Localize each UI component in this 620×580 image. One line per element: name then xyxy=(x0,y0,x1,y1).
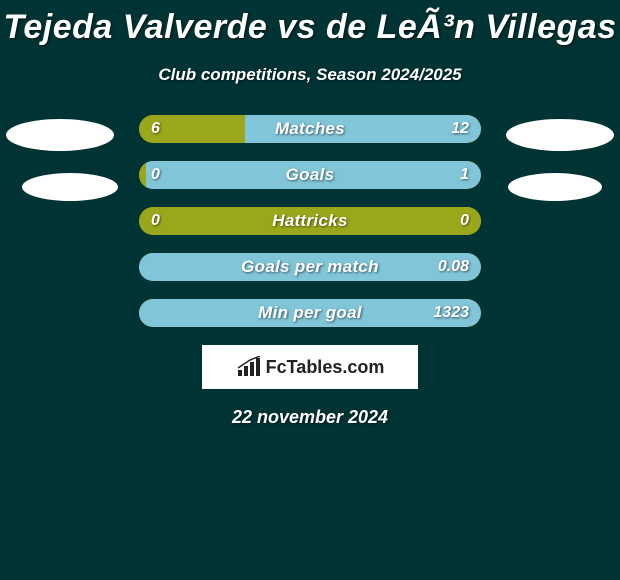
logo-text: FcTables.com xyxy=(266,357,385,378)
page-title: Tejeda Valverde vs de LeÃ³n Villegas xyxy=(0,0,620,47)
bar-label: Goals xyxy=(139,161,481,189)
stat-bar-hattricks: 0 Hattricks 0 xyxy=(139,207,481,235)
bar-chart-icon xyxy=(236,356,262,378)
bar-right-value: 0 xyxy=(460,207,469,235)
bar-right-value: 12 xyxy=(451,115,469,143)
bar-label: Min per goal xyxy=(139,299,481,327)
bar-label: Matches xyxy=(139,115,481,143)
bar-right-value: 0.08 xyxy=(438,253,469,281)
stat-bar-min-per-goal: Min per goal 1323 xyxy=(139,299,481,327)
player-right-ellipse-1 xyxy=(506,119,614,151)
logo-box[interactable]: FcTables.com xyxy=(202,345,418,389)
stat-bar-goals: 0 Goals 1 xyxy=(139,161,481,189)
bar-label: Hattricks xyxy=(139,207,481,235)
bar-right-value: 1 xyxy=(460,161,469,189)
player-left-ellipse-1 xyxy=(6,119,114,151)
player-left-ellipse-2 xyxy=(22,173,118,201)
subtitle: Club competitions, Season 2024/2025 xyxy=(0,65,620,85)
comparison-infographic: Tejeda Valverde vs de LeÃ³n Villegas Clu… xyxy=(0,0,620,580)
stat-bars: 6 Matches 12 0 Goals 1 0 Hattricks 0 xyxy=(139,115,481,327)
stat-bar-matches: 6 Matches 12 xyxy=(139,115,481,143)
stats-area: 6 Matches 12 0 Goals 1 0 Hattricks 0 xyxy=(0,115,620,327)
player-right-ellipse-2 xyxy=(508,173,602,201)
bar-label: Goals per match xyxy=(139,253,481,281)
stat-bar-goals-per-match: Goals per match 0.08 xyxy=(139,253,481,281)
date-text: 22 november 2024 xyxy=(0,407,620,428)
bar-right-value: 1323 xyxy=(433,299,469,327)
